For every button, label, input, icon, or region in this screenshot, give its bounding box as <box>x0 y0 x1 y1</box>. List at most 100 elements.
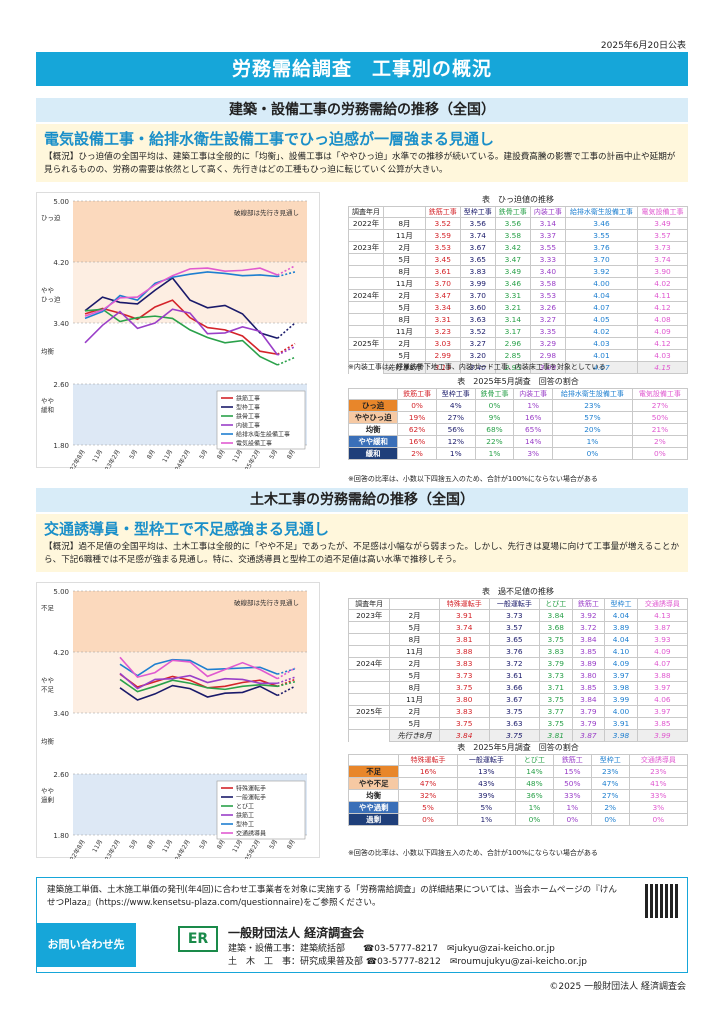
table-row: 2023年 2月 3.91 3.73 3.84 3.92 4.04 4.13 <box>347 609 689 622</box>
value-cell: 4.13 <box>636 609 689 622</box>
value-cell: 3.92 <box>564 265 639 278</box>
month-cell: 5月 <box>383 253 426 266</box>
x-tick-label: 8月 <box>146 449 157 461</box>
table-row: 11月 3.59 3.74 3.58 3.37 3.55 3.57 <box>347 229 688 242</box>
month-cell: 11月 <box>383 229 426 242</box>
y-tick-label: 1.80 <box>53 832 69 840</box>
value-cell: 3.75 <box>438 717 490 730</box>
year-cell: 2025年 <box>347 705 391 718</box>
value-cell: 3.26 <box>529 301 566 314</box>
value-cell: 3.90 <box>637 265 688 278</box>
legend-entry: 交通誘導員 <box>236 830 266 838</box>
col-header: 鉄筋工 <box>571 598 606 610</box>
year-cell <box>347 717 391 730</box>
value-cell: 3.73 <box>538 669 573 682</box>
legend-entry: 一般運転手 <box>236 794 266 802</box>
footer-text: 建築施工単価、土木施工単価の発刊(年4回)に合わせ工事業者を対象に実施する「労務… <box>47 885 617 908</box>
x-tick-label: 5月 <box>268 839 279 851</box>
value-cell: 2% <box>590 801 630 814</box>
value-cell: 3.49 <box>637 217 688 230</box>
series-line <box>119 684 278 701</box>
year-cell: 2024年 <box>347 289 385 302</box>
value-cell: 3.61 <box>488 669 540 682</box>
value-cell: 3.80 <box>571 669 606 682</box>
value-cell: 4.00 <box>564 277 639 290</box>
header-cell <box>347 754 400 766</box>
value-cell: 4.02 <box>564 325 639 338</box>
value-cell: 3.37 <box>529 229 566 242</box>
value-cell: 3.74 <box>637 253 688 266</box>
value-cell: 3% <box>628 801 689 814</box>
month-cell: 2月 <box>383 241 426 254</box>
col-header: 型枠工 <box>604 598 638 610</box>
section1-table2: 鉄筋工事 型枠工事 鉄骨工事 内装工事 給排水衛生設備工事 電気設備工事 ひっ迫 0% 4% 0%… <box>347 388 689 460</box>
value-cell: 1% <box>435 447 476 460</box>
year-cell <box>347 681 391 694</box>
contact-line-building: 建築・設備工事：建築統括部 ☎03-5777-8217 ✉jukyu@zai-k… <box>228 944 555 954</box>
month-cell: 先行き8月 <box>389 729 440 742</box>
ratio-label: ひっ迫 <box>347 399 399 412</box>
value-cell: 3.61 <box>424 265 461 278</box>
section2-chart: 5.00 4.20 3.40 2.60 1.80 不足 やや 不足 均衡 やや 過剰 2022年8月 1… <box>36 582 320 869</box>
section2-summary: 【概況】過不足値の全国平均は、土木工事は全般的に「やや不足」であったが、不足感は… <box>44 542 680 565</box>
value-cell: 3.53 <box>424 241 461 254</box>
year-cell <box>347 265 385 278</box>
value-cell: 3.57 <box>637 229 688 242</box>
year-cell <box>347 301 385 314</box>
value-cell: 3.98 <box>604 681 638 694</box>
col-header: 内装工事 <box>513 388 554 400</box>
series-line <box>119 672 278 690</box>
value-cell: 3.46 <box>494 277 531 290</box>
section1-summary: 【概況】ひっ迫値の全国平均は、建築工事は全般的に「均衡」、設備工事は「ややひっ迫… <box>44 152 676 175</box>
legend-entry: 型枠工事 <box>236 404 260 412</box>
value-cell: 0% <box>631 447 689 460</box>
value-cell: 2% <box>631 435 689 448</box>
x-tick-label: 2022年8月 <box>64 838 86 859</box>
value-cell: 3.65 <box>459 253 496 266</box>
year-cell <box>347 325 385 338</box>
value-cell: 4.04 <box>604 633 638 646</box>
value-cell: 3.81 <box>438 633 490 646</box>
value-cell: 2.98 <box>529 349 566 362</box>
y-tick-label: 5.00 <box>53 588 69 596</box>
month-cell: 先行き8月 <box>383 361 426 374</box>
qr-code[interactable] <box>645 884 679 918</box>
value-cell: 3.52 <box>424 217 461 230</box>
section1-summary-box: 電気設備工事・給排水衛生設備工事でひっ迫感が一層強まる見通し 【概況】ひっ迫値の… <box>36 124 688 182</box>
value-cell: 4.07 <box>564 361 639 374</box>
value-cell: 3.66 <box>488 681 540 694</box>
table-row: 5月 3.75 3.63 3.75 3.79 3.91 3.85 <box>347 717 689 730</box>
col-header: 電気設備工事 <box>631 388 689 400</box>
value-cell: 3.14 <box>529 217 566 230</box>
value-cell: 3.97 <box>604 669 638 682</box>
value-cell: 23% <box>590 765 630 778</box>
value-cell: 3.27 <box>459 337 496 350</box>
month-cell: 11月 <box>389 645 440 658</box>
value-cell: 19% <box>397 411 437 424</box>
legend-entry: 特殊運転手 <box>236 785 266 793</box>
value-cell: 3.67 <box>488 693 540 706</box>
value-cell: 0% <box>628 813 689 826</box>
ratio-label: やや緩和 <box>347 435 399 448</box>
value-cell: 3.97 <box>636 681 689 694</box>
legend-entry: 電気設備工事 <box>236 440 272 448</box>
series-line <box>84 299 278 356</box>
value-cell: 0% <box>398 813 458 826</box>
zone-label: やや <box>41 787 54 795</box>
header-cell <box>383 206 426 218</box>
value-cell: 4.09 <box>637 325 688 338</box>
value-cell: 3.73 <box>488 609 540 622</box>
section2-table2-title: 表 2025年5月調査 回答の割合 <box>457 743 579 752</box>
month-cell: 5月 <box>383 349 426 362</box>
value-cell: 2.95 <box>494 361 531 374</box>
header-cell <box>389 598 440 610</box>
forecast-line <box>277 342 296 355</box>
section2-summary-box: 交通誘導員・型枠工で不足感強まる見通し 【概況】過不足値の全国平均は、土木工事は… <box>36 514 688 572</box>
month-cell: 8月 <box>389 633 440 646</box>
table-row: 2025年 2月 3.83 3.75 3.77 3.79 4.00 3.97 <box>347 705 689 718</box>
series-line <box>84 271 278 320</box>
col-header: 交通誘導員 <box>628 754 689 766</box>
legend-entry: 鉄筋工事 <box>236 395 260 403</box>
x-tick-label: 5月 <box>268 449 279 461</box>
